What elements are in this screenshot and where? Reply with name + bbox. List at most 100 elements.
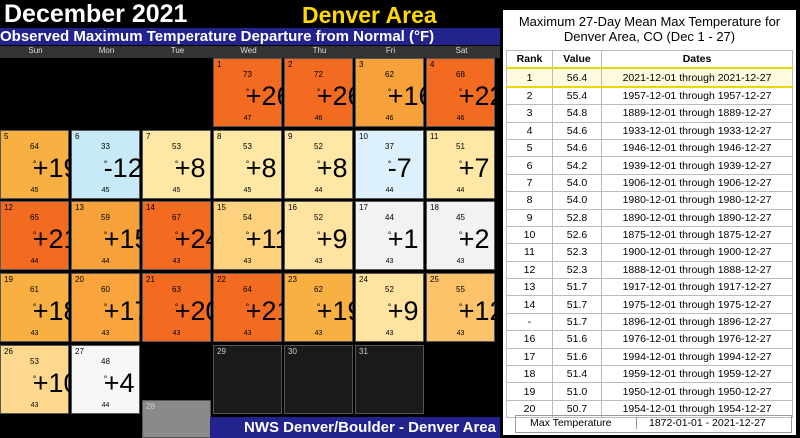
- max-temp: 65: [30, 213, 39, 222]
- departure: +19 °: [285, 296, 363, 327]
- degree: °: [316, 159, 321, 169]
- table-row: 13 51.7 1917-12-01 through 1917-12-27: [506, 278, 793, 297]
- day-cell: 6 33 -12 ° 45: [71, 130, 143, 199]
- table-title: Maximum 27-Day Mean Max Temperature for …: [518, 14, 781, 44]
- table-cell: 54.8: [551, 104, 603, 123]
- normal-temp: 44: [30, 258, 39, 265]
- weekday: Wed: [240, 46, 257, 55]
- departure: +15 °: [72, 224, 150, 255]
- departure: +8 °: [214, 153, 281, 184]
- records-table: Rank Value Dates 1 56.4 2021-12-01 through 20…: [506, 50, 793, 419]
- departure: +8 °: [285, 153, 352, 184]
- table-cell: 13: [506, 278, 553, 297]
- departure: +11 °: [214, 224, 290, 255]
- day-cell: 31: [355, 345, 424, 414]
- departure-value: +21: [245, 296, 292, 326]
- day-number: 16: [288, 203, 297, 212]
- table-cell: 11: [506, 243, 553, 262]
- degree: °: [387, 230, 392, 240]
- table-cell: 6: [506, 156, 553, 175]
- table-cell: 1917-12-01 through 1917-12-27: [601, 278, 793, 297]
- table-cell: 14: [506, 295, 553, 314]
- table-row: 2 55.4 1957-12-01 through 1957-12-27: [506, 86, 793, 106]
- weekday: Sun: [28, 46, 43, 55]
- day-number: 14: [146, 203, 155, 212]
- table-row: 7 54.0 1906-12-01 through 1906-12-27: [506, 173, 793, 193]
- normal-temp: 44: [456, 187, 465, 194]
- departure-value: +9: [316, 224, 348, 254]
- max-temp: 52: [314, 142, 323, 151]
- day-number: 18: [430, 203, 439, 212]
- departure-value: +16: [387, 81, 434, 111]
- day-number: 23: [288, 275, 297, 284]
- subtitle: Observed Maximum Temperature Departure f…: [0, 28, 500, 45]
- day-number: 25: [430, 275, 439, 284]
- departure-value: +2: [458, 224, 490, 254]
- normal-temp: 43: [30, 330, 39, 337]
- table-cell: 52.6: [551, 225, 603, 245]
- degree: °: [387, 87, 392, 97]
- table-cell: 3: [506, 104, 553, 123]
- table-cell: 1939-12-01 through 1939-12-27: [601, 156, 793, 175]
- day-number: 5: [4, 132, 9, 141]
- departure-value: +8: [174, 153, 206, 183]
- calendar-footer: NWS Denver/Boulder - Denver Area: [210, 417, 500, 438]
- degree: °: [32, 302, 37, 312]
- table-cell: 1900-12-01 through 1900-12-27: [601, 243, 793, 262]
- day-number: 11: [430, 132, 439, 141]
- header-row: Rank Value Dates: [506, 50, 793, 69]
- normal-temp: 43: [243, 258, 252, 265]
- departure: +9 °: [356, 296, 423, 327]
- day-cell: 23 62 +19 ° 43: [284, 273, 363, 342]
- table-cell: 1980-12-01 through 1980-12-27: [601, 191, 793, 210]
- table-cell: 1946-12-01 through 1946-12-27: [601, 138, 793, 158]
- degree: °: [316, 302, 321, 312]
- normal-temp: 45: [243, 187, 252, 194]
- degree: °: [458, 230, 463, 240]
- departure: +20 °: [143, 296, 221, 327]
- normal-temp: 45: [30, 187, 39, 194]
- degree: °: [103, 230, 108, 240]
- day-cell: 4 68 +22 ° 46: [426, 58, 505, 127]
- departure-value: +19: [316, 296, 363, 326]
- table-cell: 50.7: [551, 399, 603, 419]
- departure: +4 °: [72, 368, 139, 399]
- table-row: 12 52.3 1888-12-01 through 1888-12-27: [506, 260, 793, 280]
- departure-value: +9: [387, 296, 419, 326]
- day-cell: 5 64 +19 ° 45: [0, 130, 79, 199]
- normal-temp: 46: [456, 115, 465, 122]
- departure: +9 °: [285, 224, 352, 255]
- table-row: 19 51.0 1950-12-01 through 1950-12-27: [506, 382, 793, 401]
- table-cell: 52.3: [551, 260, 603, 280]
- calendar-title: December 2021: [4, 0, 188, 28]
- departure: +22 °: [427, 81, 505, 112]
- departure: -7 °: [356, 153, 423, 184]
- degree: °: [32, 230, 37, 240]
- departure: +24 °: [143, 224, 221, 255]
- day-number: 27: [75, 347, 84, 356]
- max-temp: 73: [243, 70, 252, 79]
- degree: °: [316, 87, 321, 97]
- table-cell: 10: [506, 225, 553, 245]
- day-number: 10: [359, 132, 368, 141]
- day-number: 9: [288, 132, 293, 141]
- departure: +21 °: [214, 296, 292, 327]
- table-cell: 56.4: [551, 67, 603, 88]
- table-cell: 1933-12-01 through 1933-12-27: [601, 121, 793, 140]
- departure: +1 °: [356, 224, 423, 255]
- day-number: 15: [217, 203, 226, 212]
- departure-value: +15: [103, 224, 150, 254]
- column-header: Dates: [601, 50, 793, 69]
- table-cell: 54.6: [551, 121, 603, 140]
- departure-value: +7: [458, 153, 490, 183]
- normal-temp: 45: [172, 187, 181, 194]
- table-row: 18 51.4 1959-12-01 through 1959-12-27: [506, 365, 793, 384]
- table-row: 14 51.7 1975-12-01 through 1975-12-27: [506, 295, 793, 314]
- max-temp: 52: [385, 285, 394, 294]
- day-number: 12: [4, 203, 13, 212]
- table-cell: 51.7: [551, 312, 603, 332]
- max-temp: 62: [314, 285, 323, 294]
- day-cell: 18 45 +2 ° 43: [426, 201, 495, 270]
- weekday-bar: Sun Mon Tue Wed Thu Fri Sat: [0, 46, 500, 58]
